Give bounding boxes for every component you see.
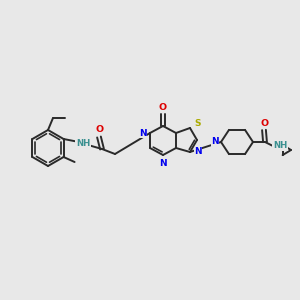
- Text: NH: NH: [76, 140, 90, 148]
- Text: N: N: [159, 158, 167, 167]
- Text: N: N: [194, 148, 202, 157]
- Text: N: N: [139, 128, 147, 137]
- Text: N: N: [211, 137, 219, 146]
- Text: O: O: [96, 125, 104, 134]
- Text: NH: NH: [273, 142, 287, 151]
- Text: O: O: [261, 118, 269, 127]
- Text: O: O: [159, 103, 167, 112]
- Text: S: S: [195, 119, 201, 128]
